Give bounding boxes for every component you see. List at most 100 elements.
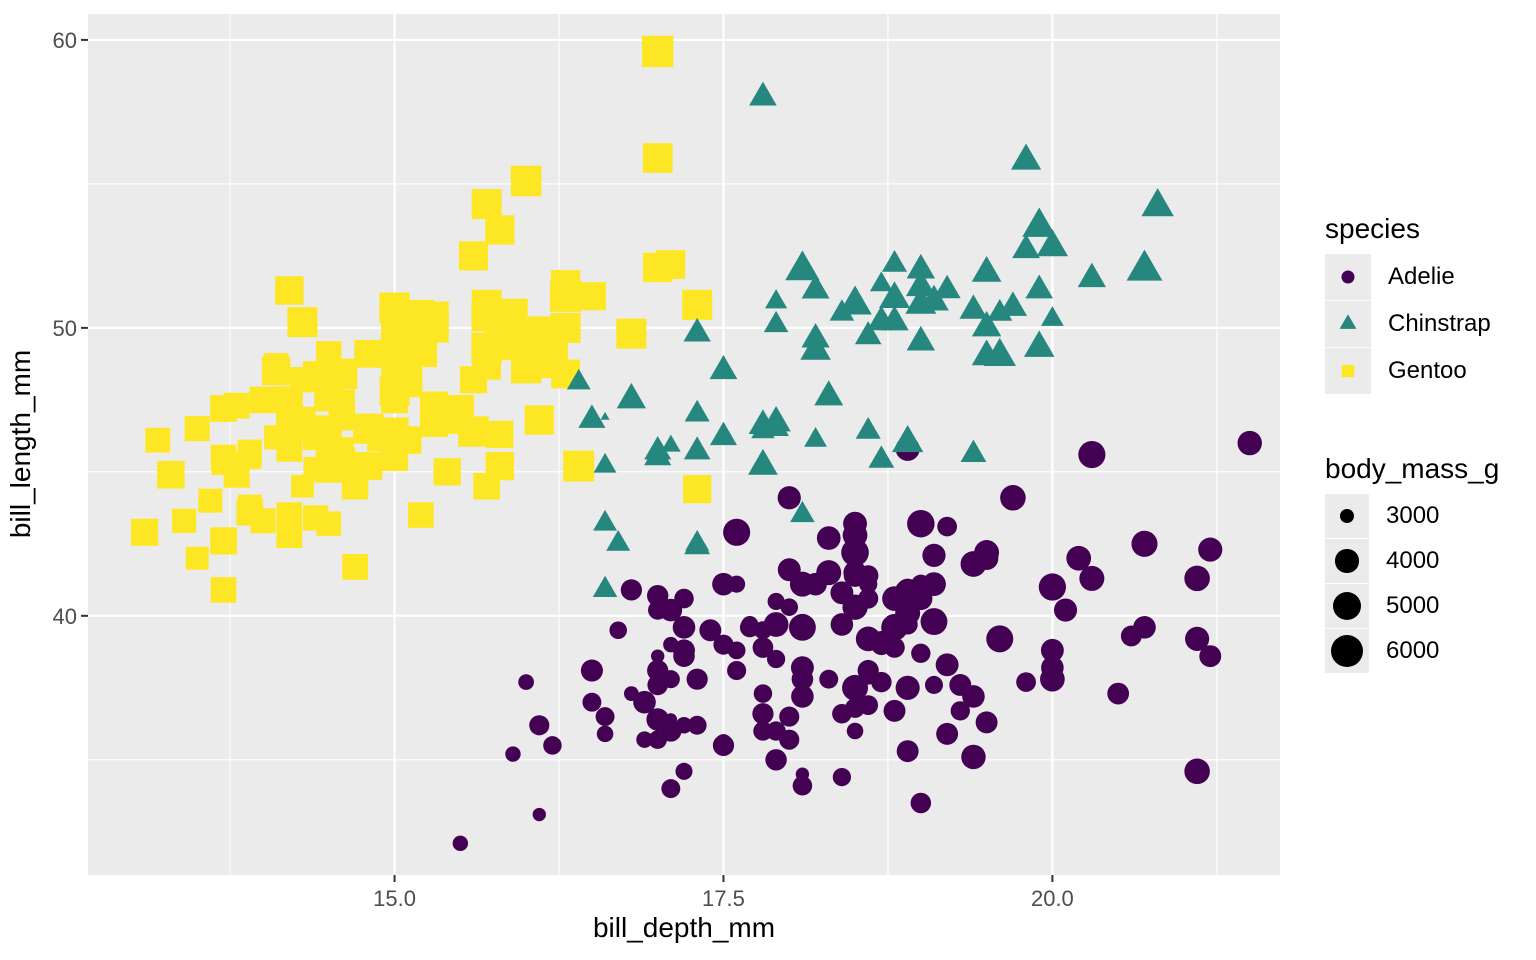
data-point-chinstrap	[905, 270, 936, 297]
data-point-chinstrap	[1012, 234, 1040, 259]
data-point-chinstrap	[616, 382, 647, 409]
chinstrap-triangle-icon	[1325, 301, 1371, 347]
data-point-adelie	[672, 616, 696, 639]
data-point-chinstrap	[906, 253, 936, 279]
data-point-chinstrap	[593, 452, 617, 473]
data-point-chinstrap	[879, 281, 910, 309]
data-point-adelie	[651, 649, 665, 663]
data-point-adelie	[1079, 565, 1105, 591]
legend-item-5000: 5000	[1325, 584, 1499, 628]
data-point-gentoo	[419, 391, 449, 420]
data-point-adelie	[895, 675, 920, 700]
data-point-chinstrap	[765, 289, 788, 309]
x-tick-label: 15.0	[373, 886, 416, 911]
data-point-chinstrap	[683, 436, 711, 460]
data-point-adelie	[986, 625, 1014, 653]
size-key-dot	[1330, 634, 1364, 668]
body-mass-legend-title: body_mass_g	[1325, 453, 1500, 484]
data-point-gentoo	[433, 458, 461, 486]
species-legend: species Adelie Chinstrap Gentoo	[1325, 212, 1491, 395]
data-point-chinstrap	[644, 436, 672, 460]
data-point-gentoo	[510, 352, 542, 384]
size-key-dot	[1332, 591, 1362, 621]
x-axis-title: bill_depth_mm	[593, 912, 775, 943]
data-point-gentoo	[471, 301, 502, 332]
data-point-adelie	[580, 659, 603, 682]
data-point-chinstrap	[933, 274, 961, 299]
data-point-adelie	[795, 767, 810, 781]
data-point-adelie	[910, 792, 932, 814]
data-point-adelie	[855, 626, 881, 652]
data-point-gentoo	[656, 250, 686, 279]
legend-item-3000: 3000	[1325, 494, 1499, 538]
data-point-adelie	[699, 619, 722, 642]
data-point-chinstrap	[566, 368, 591, 390]
legend-item-gentoo: Gentoo	[1325, 348, 1491, 394]
data-point-adelie	[791, 668, 814, 690]
data-point-chinstrap	[983, 337, 1016, 367]
data-point-adelie	[974, 540, 1000, 565]
data-point-adelie	[1107, 682, 1130, 705]
data-point-adelie	[779, 706, 800, 727]
legend-item-6000: 6000	[1325, 629, 1499, 673]
data-point-adelie	[1184, 565, 1210, 592]
data-point-adelie	[911, 643, 931, 663]
body-mass-legend: body_mass_g 3000 4000 5000 6000	[1325, 452, 1499, 674]
data-point-gentoo	[408, 502, 434, 528]
data-point-gentoo	[642, 143, 673, 173]
data-point-gentoo	[276, 502, 303, 528]
data-point-adelie	[841, 538, 869, 567]
data-point-chinstrap	[1022, 207, 1057, 237]
data-point-gentoo	[471, 189, 502, 219]
data-point-gentoo	[683, 475, 712, 504]
size-key-dot	[1335, 549, 1359, 573]
legend-label-chinstrap: Chinstrap	[1388, 310, 1491, 337]
data-point-adelie	[924, 675, 943, 694]
data-point-gentoo	[342, 553, 368, 580]
data-point-gentoo	[210, 395, 237, 422]
adelie-circle-icon	[1325, 254, 1371, 300]
triangle-key-glyph	[1339, 314, 1357, 329]
data-point-adelie	[715, 734, 732, 751]
data-point-gentoo	[185, 546, 209, 570]
data-point-chinstrap	[684, 399, 710, 422]
data-point-adelie	[1041, 656, 1064, 679]
data-point-gentoo	[459, 366, 488, 394]
data-point-chinstrap	[838, 285, 872, 315]
data-point-adelie	[663, 636, 679, 653]
data-point-chinstrap	[761, 405, 791, 432]
data-point-chinstrap	[1077, 262, 1106, 288]
data-point-adelie	[1199, 645, 1222, 668]
legend-item-chinstrap: Chinstrap	[1325, 301, 1491, 347]
data-point-gentoo	[379, 339, 410, 369]
data-point-adelie	[532, 807, 546, 822]
data-point-adelie	[753, 684, 773, 703]
data-point-gentoo	[287, 307, 318, 338]
data-point-adelie	[674, 588, 694, 609]
data-point-gentoo	[446, 394, 474, 423]
data-point-chinstrap	[709, 421, 738, 446]
data-point-chinstrap	[906, 325, 936, 351]
data-point-adelie	[1133, 616, 1156, 639]
data-point-adelie	[646, 584, 669, 607]
data-point-chinstrap	[960, 439, 987, 463]
data-point-adelie	[816, 526, 841, 550]
data-point-adelie	[922, 543, 946, 567]
data-point-gentoo	[328, 403, 356, 431]
data-point-adelie	[907, 509, 935, 538]
data-point-adelie	[896, 740, 919, 763]
data-point-adelie	[647, 659, 669, 682]
data-point-chinstrap	[661, 434, 681, 452]
data-point-adelie	[832, 767, 852, 787]
x-tick-label: 17.5	[702, 886, 745, 911]
data-point-chinstrap	[801, 274, 830, 299]
y-tick-label: 40	[53, 604, 77, 629]
data-point-gentoo	[353, 413, 384, 444]
data-point-chinstrap	[971, 310, 1002, 337]
data-point-adelie	[752, 703, 774, 725]
data-point-adelie	[723, 518, 751, 546]
data-point-adelie	[832, 703, 852, 724]
legend-label-gentoo: Gentoo	[1388, 357, 1467, 384]
species-legend-title: species	[1325, 213, 1420, 244]
